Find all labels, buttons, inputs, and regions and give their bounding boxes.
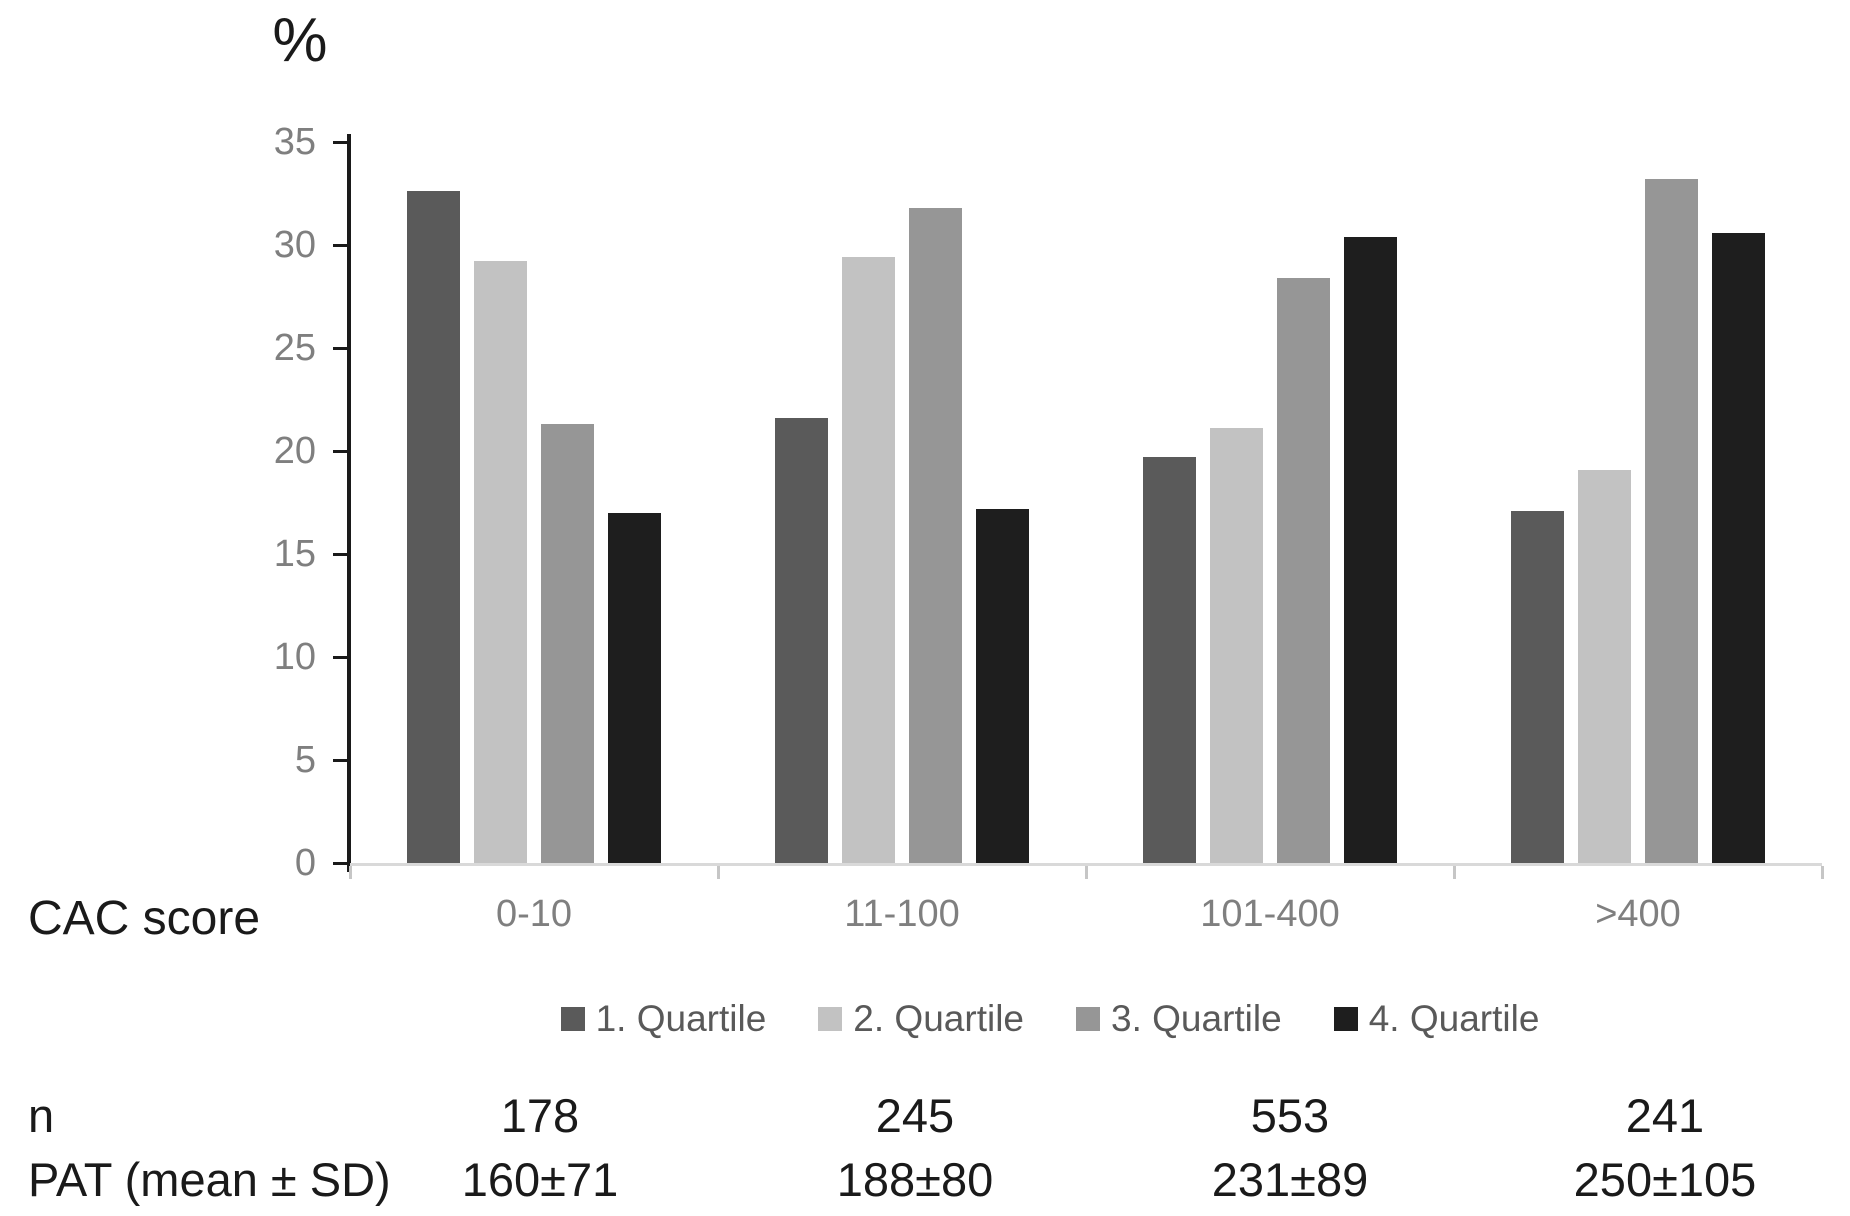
y-axis-line bbox=[347, 134, 351, 872]
legend-item: 2. Quartile bbox=[818, 1000, 1024, 1037]
bar-400-q4 bbox=[1712, 233, 1765, 863]
bar-400-q2 bbox=[1578, 470, 1631, 863]
x-axis-baseline bbox=[350, 863, 1822, 866]
y-tick-label: 5 bbox=[294, 739, 316, 781]
pat-row-label: PAT (mean ± SD) bbox=[28, 1153, 391, 1206]
n-value: 241 bbox=[1625, 1089, 1705, 1142]
category-boundary-tick bbox=[1821, 866, 1824, 879]
legend-swatch-icon bbox=[560, 1006, 585, 1031]
bar-010-q1 bbox=[407, 191, 460, 863]
y-tick-label: 30 bbox=[273, 224, 316, 266]
category-boundary-tick bbox=[349, 866, 352, 879]
y-tick bbox=[333, 141, 347, 144]
y-tick-label: 20 bbox=[273, 430, 316, 472]
bar-11100-q3 bbox=[909, 208, 962, 863]
bar-010-q4 bbox=[608, 513, 661, 863]
category-label: 11-100 bbox=[844, 893, 960, 935]
y-tick bbox=[333, 759, 347, 762]
x-axis-title: CAC score bbox=[28, 892, 261, 945]
y-tick-label: 35 bbox=[273, 121, 316, 163]
n-value: 553 bbox=[1250, 1089, 1330, 1142]
legend-swatch-icon bbox=[1076, 1006, 1100, 1031]
category-label: 101-400 bbox=[1200, 893, 1340, 935]
legend-swatch-icon bbox=[818, 1006, 843, 1031]
y-tick bbox=[333, 553, 347, 556]
bar-11100-q2 bbox=[842, 257, 895, 863]
legend-label: 4. Quartile bbox=[1368, 998, 1540, 1039]
legend-item: 1. Quartile bbox=[560, 998, 767, 1039]
bar-010-q3 bbox=[541, 424, 594, 863]
legend-label: 1. Quartile bbox=[595, 998, 767, 1039]
category-boundary-tick bbox=[717, 866, 720, 879]
pat-value: 250±105 bbox=[1573, 1153, 1757, 1206]
y-tick-label: 15 bbox=[273, 533, 316, 575]
y-tick-label: 10 bbox=[273, 636, 316, 678]
legend-item: 4. Quartile bbox=[1333, 998, 1540, 1039]
legend: 1. Quartile 2. Quartile 3. Quartile 4. Quar… bbox=[314, 1000, 1786, 1037]
pat-value: 160±71 bbox=[461, 1153, 619, 1206]
n-value: 245 bbox=[875, 1089, 955, 1142]
bar-400-q1 bbox=[1511, 511, 1564, 863]
bar-11100-q1 bbox=[775, 418, 828, 863]
y-tick-label: 0 bbox=[294, 842, 316, 884]
n-value: 178 bbox=[500, 1089, 580, 1142]
pat-value: 188±80 bbox=[836, 1153, 994, 1206]
bar-101400-q1 bbox=[1143, 457, 1196, 863]
y-tick bbox=[333, 347, 347, 350]
bar-010-q2 bbox=[474, 261, 527, 863]
category-boundary-tick bbox=[1085, 866, 1088, 879]
y-tick bbox=[333, 862, 347, 865]
legend-item: 3. Quartile bbox=[1076, 1000, 1282, 1037]
y-tick bbox=[333, 656, 347, 659]
y-axis-unit-label: % bbox=[272, 6, 328, 75]
bar-101400-q3 bbox=[1277, 278, 1330, 863]
legend-label: 3. Quartile bbox=[1111, 998, 1282, 1039]
bar-11100-q4 bbox=[976, 509, 1029, 863]
y-tick bbox=[333, 244, 347, 247]
bar-400-q3 bbox=[1645, 179, 1698, 863]
y-tick-label: 25 bbox=[273, 327, 316, 369]
legend-swatch-icon bbox=[1333, 1006, 1358, 1031]
pat-value: 231±89 bbox=[1211, 1153, 1369, 1206]
category-boundary-tick bbox=[1453, 866, 1456, 879]
y-tick bbox=[333, 450, 347, 453]
n-row-label: n bbox=[28, 1089, 55, 1142]
bar-101400-q2 bbox=[1210, 428, 1263, 863]
legend-label: 2. Quartile bbox=[853, 998, 1024, 1039]
bar-101400-q4 bbox=[1344, 237, 1397, 863]
category-label: >400 bbox=[1595, 893, 1681, 935]
category-label: 0-10 bbox=[495, 893, 573, 935]
